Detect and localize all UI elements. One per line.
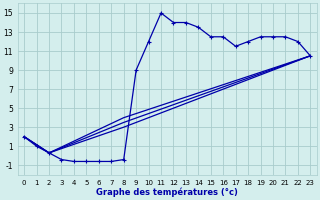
X-axis label: Graphe des températures (°c): Graphe des températures (°c): [96, 187, 238, 197]
